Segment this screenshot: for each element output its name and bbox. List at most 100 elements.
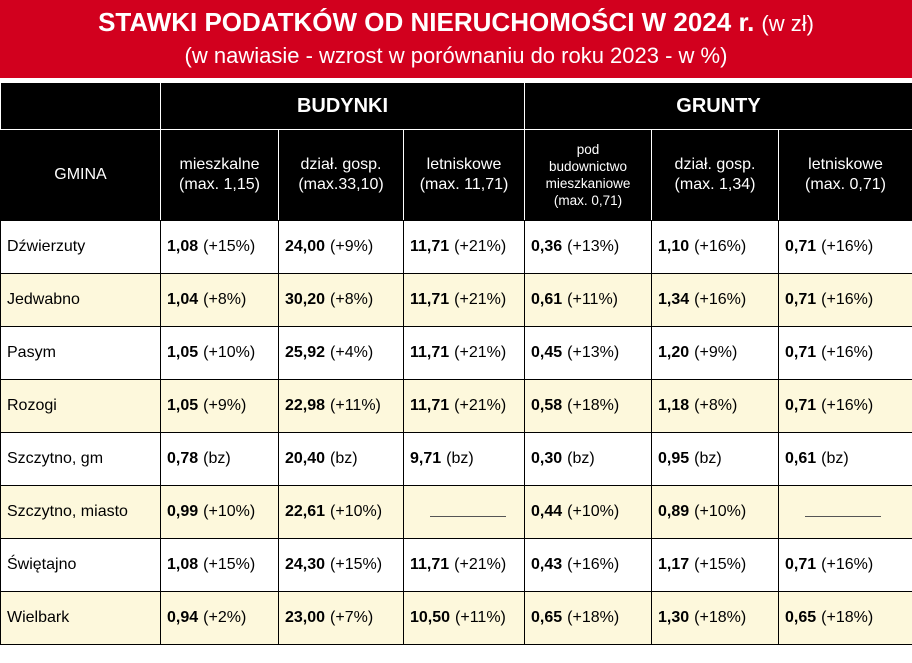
rate-value: 1,17: [658, 556, 690, 573]
data-row: Wielbark 0,94 (+2%) 23,00 (+7%) 10,50 (+11%) 0,…: [0, 591, 912, 645]
rate-cell: 0,61 (bz): [778, 432, 912, 486]
column-header-line: GMINA: [54, 166, 107, 183]
rate-value: 1,20: [658, 344, 690, 361]
rate-value: 20,40: [285, 450, 326, 467]
column-header: mieszkalne (max. 1,15): [160, 129, 279, 221]
gmina-name: Pasym: [0, 326, 161, 380]
rate-value: 0,71: [785, 556, 817, 573]
rate-cell: 0,65 (+18%): [778, 591, 912, 645]
rate-cell: 1,05 (+10%): [160, 326, 279, 380]
group-row: BUDYNKI GRUNTY: [0, 82, 912, 130]
rate-value: 9,71: [410, 450, 442, 467]
rate-change: (+21%): [454, 397, 507, 414]
column-header-line: (max. 11,71): [419, 176, 509, 193]
rate-value: 0,36: [531, 238, 563, 255]
rate-change: (+15%): [694, 556, 747, 573]
column-header: letniskowe (max. 11,71): [402, 129, 526, 221]
rate-cell: 0,45 (+13%): [524, 326, 653, 380]
column-header-line: mieszkalne: [179, 156, 260, 173]
rate-value: 11,71: [410, 397, 450, 414]
rate-value: 0,61: [785, 450, 817, 467]
rate-cell: 1,08 (+15%): [160, 220, 279, 274]
rate-cell: 11,71 (+21%): [402, 326, 526, 380]
rate-change: (+10%): [330, 503, 383, 520]
data-row: Dźwierzuty 1,08 (+15%) 24,00 (+9%) 11,71 (+21%…: [0, 220, 912, 274]
rate-change: (+18%): [694, 609, 747, 626]
rate-cell: 11,71 (+21%): [402, 538, 526, 592]
rate-value: 0,78: [167, 450, 199, 467]
rate-change: (+13%): [567, 238, 620, 255]
rate-value: 0,71: [785, 344, 817, 361]
tax-table: BUDYNKI GRUNTY GMINA mieszkalne (max. 1,15) d…: [0, 82, 912, 645]
rate-value: 11,71: [410, 291, 450, 308]
rate-change: (+18%): [821, 609, 874, 626]
rate-value: 0,45: [531, 344, 563, 361]
rate-change: (+21%): [454, 238, 507, 255]
rate-value: 0,61: [531, 291, 563, 308]
column-header-line: (max.33,10): [298, 176, 384, 193]
rate-change: (+10%): [203, 344, 256, 361]
rate-value: 1,04: [167, 291, 199, 308]
rate-cell: [778, 485, 912, 539]
rate-change: (+9%): [203, 397, 247, 414]
rate-change: (+15%): [203, 238, 256, 255]
gmina-name: Szczytno, gm: [0, 432, 161, 486]
rate-cell: 22,61 (+10%): [278, 485, 404, 539]
rate-value: 11,71: [410, 238, 450, 255]
column-header: letniskowe (max. 0,71): [778, 129, 912, 221]
rate-value: 11,71: [410, 344, 450, 361]
rate-cell: 22,98 (+11%): [278, 379, 404, 433]
rate-cell: 11,71 (+21%): [402, 379, 526, 433]
rate-value: 0,99: [167, 503, 199, 520]
column-header-line: dział. gosp.: [300, 156, 382, 173]
rate-value: 1,30: [658, 609, 690, 626]
rate-change: (+21%): [454, 556, 507, 573]
rate-cell: 0,30 (bz): [524, 432, 653, 486]
gmina-name: Szczytno, miasto: [0, 485, 161, 539]
column-header: GMINA: [0, 129, 161, 221]
rate-cell: 0,95 (bz): [651, 432, 780, 486]
rate-cell: 24,00 (+9%): [278, 220, 404, 274]
rate-value: 24,00: [285, 238, 326, 255]
rate-value: 1,10: [658, 238, 690, 255]
rate-value: 22,98: [285, 397, 326, 414]
rate-value: 1,08: [167, 238, 199, 255]
rate-change: (bz): [203, 450, 231, 467]
rate-change: (bz): [330, 450, 358, 467]
rate-change: (+21%): [454, 344, 507, 361]
rate-value: 0,30: [531, 450, 563, 467]
rate-change: (+9%): [330, 238, 374, 255]
rate-change: (+11%): [567, 291, 618, 308]
data-row: Świętajno 1,08 (+15%) 24,30 (+15%) 11,71 (+21%…: [0, 538, 912, 592]
rate-change: (+10%): [203, 503, 256, 520]
rate-value: 10,50: [410, 609, 451, 626]
rate-change: (+18%): [567, 397, 620, 414]
rate-change: (+10%): [567, 503, 620, 520]
column-header-line: dział. gosp.: [674, 156, 756, 173]
gmina-name: Jedwabno: [0, 273, 161, 327]
rate-value: 1,18: [658, 397, 690, 414]
rate-change: (+8%): [330, 291, 374, 308]
group-header: BUDYNKI: [159, 82, 526, 130]
column-header-line: (max. 1,15): [179, 176, 260, 193]
rate-change: (+13%): [567, 344, 620, 361]
rate-cell: 0,71 (+16%): [778, 538, 912, 592]
rate-cell: 0,71 (+16%): [778, 220, 912, 274]
rate-cell: 1,30 (+18%): [651, 591, 780, 645]
data-row: Pasym 1,05 (+10%) 25,92 (+4%) 11,71 (+21%) 0,45…: [0, 326, 912, 380]
empty-mark: [805, 516, 882, 517]
rate-value: 24,30: [285, 556, 326, 573]
rate-value: 0,71: [785, 291, 817, 308]
rate-change: (+18%): [567, 609, 620, 626]
rate-cell: 30,20 (+8%): [278, 273, 404, 327]
rate-change: (+16%): [821, 397, 874, 414]
rate-value: 0,43: [531, 556, 563, 573]
rate-value: 11,71: [410, 556, 450, 573]
rate-cell: 0,71 (+16%): [778, 379, 912, 433]
rate-change: (bz): [694, 450, 722, 467]
rate-value: 1,08: [167, 556, 199, 573]
rate-change: (bz): [446, 450, 474, 467]
column-header-line: (max. 0,71): [805, 176, 886, 193]
rate-change: (+16%): [567, 556, 620, 573]
